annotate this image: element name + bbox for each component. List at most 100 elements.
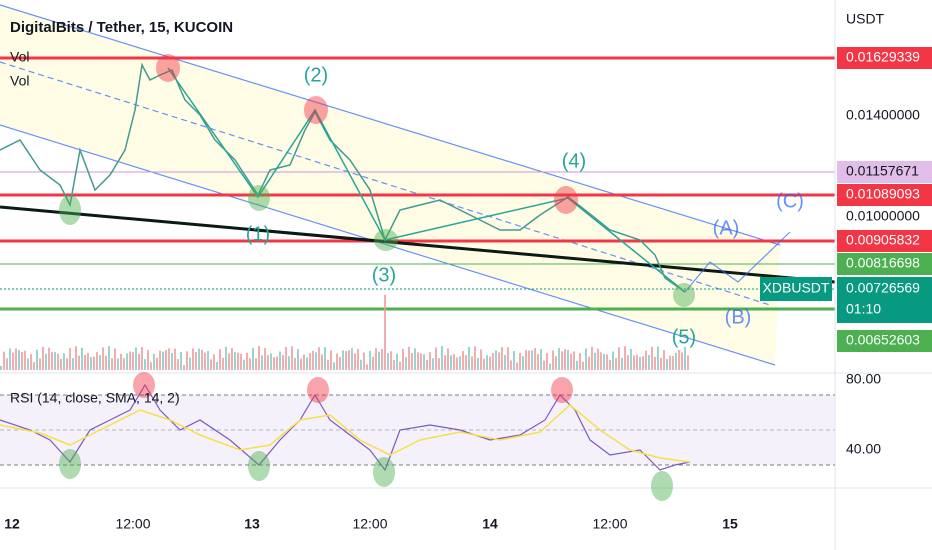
volume-bar	[303, 354, 305, 370]
price-tag-text: 0.01157671	[846, 163, 919, 179]
volume-bar	[582, 361, 584, 370]
volume-bar	[462, 350, 464, 370]
volume-bar	[198, 348, 200, 370]
volume-bar	[306, 357, 308, 370]
rsi-low	[248, 451, 270, 481]
price-tag-text: 0.00726569	[846, 280, 920, 296]
volume-bar	[645, 350, 647, 370]
volume-bar	[63, 353, 65, 370]
volume-bar	[231, 347, 233, 370]
volume-bar	[660, 357, 662, 370]
volume-bar	[399, 361, 401, 370]
volume-bar	[573, 351, 575, 370]
volume-bar	[300, 358, 302, 370]
volume-bar	[498, 352, 500, 370]
volume-bar	[171, 352, 173, 370]
wave-label: (1)	[246, 223, 270, 245]
volume-bar	[288, 356, 290, 370]
volume-bar	[363, 352, 365, 370]
volume-bar	[270, 353, 272, 370]
volume-bar	[456, 357, 458, 370]
volume-bar	[669, 355, 671, 370]
volume-bar	[495, 350, 497, 370]
volume-bar	[336, 353, 338, 370]
volume-bar	[345, 350, 347, 370]
volume-bar	[234, 352, 236, 370]
pivot-high	[554, 186, 578, 214]
volume-bar	[519, 353, 521, 370]
volume-bar	[576, 360, 578, 370]
volume-bar	[678, 349, 680, 370]
volume-bar	[465, 355, 467, 370]
volume-bar	[168, 348, 170, 370]
volume-bar	[555, 356, 557, 370]
volume-bar	[489, 356, 491, 370]
volume-bar	[273, 357, 275, 370]
wave-label: (C)	[776, 190, 804, 212]
volume-bar	[210, 359, 212, 370]
volume-bar	[267, 355, 269, 370]
volume-bar	[639, 356, 641, 370]
time-label: 12:00	[592, 516, 627, 532]
price-tag	[837, 184, 932, 206]
volume-bar	[411, 353, 413, 370]
volume-bar	[501, 347, 503, 370]
volume-bar	[39, 358, 41, 370]
volume-bar	[408, 346, 410, 370]
volume-bar	[84, 355, 86, 370]
volume-bar	[657, 346, 659, 370]
volume-bar	[654, 356, 656, 370]
volume-bar	[6, 358, 8, 370]
volume-bar	[663, 349, 665, 370]
price-line	[0, 62, 686, 293]
volume-bar	[471, 356, 473, 370]
volume-bar	[480, 349, 482, 370]
volume-bar	[546, 352, 548, 370]
rsi-label: 80.00	[846, 371, 881, 387]
volume-bar	[309, 353, 311, 370]
volume-bar	[615, 358, 617, 370]
volume-bar	[138, 354, 140, 370]
volume-bar	[279, 351, 281, 370]
volume-bar	[468, 346, 470, 370]
volume-bar	[90, 356, 92, 370]
volume-bar	[531, 350, 533, 370]
symbol-tag	[760, 277, 832, 301]
countdown-text: 01:10	[846, 301, 881, 317]
wave-label: (B)	[725, 306, 752, 328]
volume-bar	[111, 358, 113, 370]
pivot-low	[248, 185, 270, 211]
volume-bar	[525, 350, 527, 370]
volume-bar	[165, 350, 167, 370]
volume-bar	[507, 347, 509, 370]
wave-label: (5)	[672, 326, 696, 348]
volume-bar	[375, 348, 377, 370]
volume-bar	[384, 294, 386, 370]
price-label: 0.01000000	[846, 208, 920, 224]
volume-bar	[516, 362, 518, 370]
volume-bar	[258, 346, 260, 370]
volume-bar	[0, 366, 2, 370]
volume-bar	[600, 352, 602, 370]
volume-bar	[390, 351, 392, 370]
rsi-title: RSI (14, close, SMA, 14, 2)	[10, 390, 180, 406]
rsi-low	[59, 449, 81, 479]
volume-bar	[135, 347, 137, 370]
volume-bar	[78, 355, 80, 370]
volume-bar	[594, 352, 596, 370]
volume-bar	[207, 351, 209, 370]
volume-bar	[75, 346, 77, 370]
volume-bar	[183, 365, 185, 370]
time-label: 12:00	[115, 516, 150, 532]
volume-bar	[153, 353, 155, 370]
symbol-tag-text: XDBUSDT	[763, 280, 830, 296]
volume-bar	[522, 356, 524, 370]
volume-bar	[453, 354, 455, 370]
volume-bar	[552, 350, 554, 370]
volume-bar	[417, 352, 419, 370]
volume-bar	[249, 358, 251, 370]
rsi-sma	[0, 404, 691, 463]
volume-bar	[201, 349, 203, 370]
time-label: 14	[482, 516, 498, 532]
volume-bar	[54, 352, 56, 370]
